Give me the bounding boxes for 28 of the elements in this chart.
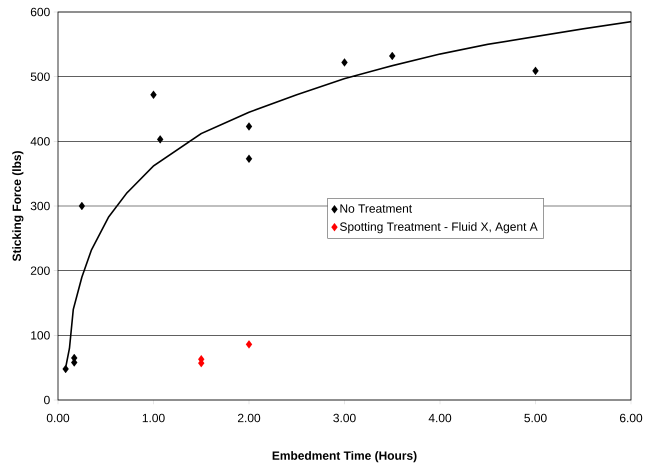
y-tick-label: 400: [30, 137, 50, 146]
point: [341, 58, 348, 67]
x-tick-label: 2.00: [238, 414, 260, 422]
y-axis-title: Sticking Force (lbs): [12, 151, 24, 262]
x-tick-label: 1.00: [142, 414, 165, 422]
point: [246, 154, 252, 163]
legend-label: No Treatment: [340, 204, 412, 213]
x-tick-label: 3.00: [333, 414, 356, 422]
x-axis-title: Embedment Time (Hours): [272, 451, 417, 462]
x-tick-label: 4.00: [428, 414, 452, 422]
y-tick-label: 500: [30, 72, 50, 81]
point: [62, 364, 69, 374]
point: [156, 135, 164, 144]
point: [78, 202, 86, 210]
y-tick-label: 300: [30, 202, 50, 210]
legend-label: Spotting Treatment - Fluid X, Agent A: [340, 222, 538, 234]
y-tick-label: 100: [31, 331, 50, 340]
point: [389, 52, 396, 60]
x-tick-label: 0.00: [46, 414, 70, 422]
x-tick-label: 5.00: [524, 414, 547, 422]
point: [150, 90, 157, 99]
x-tick-label: 6.00: [620, 414, 642, 422]
point: [246, 340, 252, 349]
y-tick-label: 0: [44, 396, 50, 404]
point: [532, 66, 539, 76]
y-tick-label: 200: [30, 266, 50, 275]
point: [246, 122, 252, 131]
y-tick-label: 600: [30, 8, 50, 16]
